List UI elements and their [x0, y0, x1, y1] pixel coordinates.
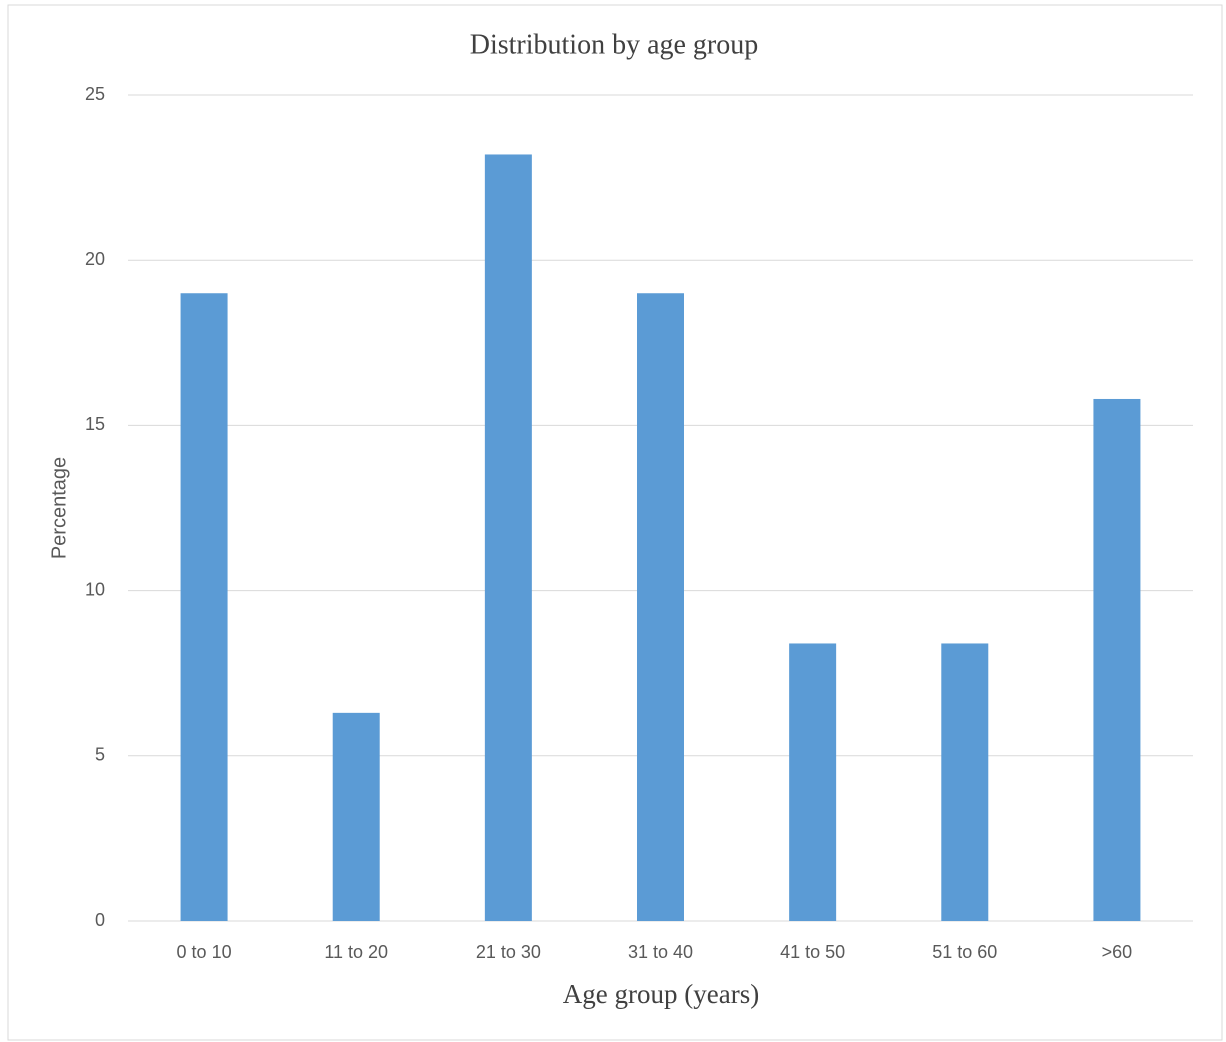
x-tick-label: 31 to 40 [628, 942, 693, 962]
bar [180, 293, 228, 921]
y-tick-label: 20 [85, 249, 105, 269]
chart-title: Distribution by age group [470, 29, 759, 60]
y-tick-label: 5 [95, 745, 105, 765]
y-tick-label: 15 [85, 414, 105, 434]
bar [789, 643, 837, 921]
x-tick-label: >60 [1102, 942, 1133, 962]
y-axis-label: Percentage [48, 457, 70, 559]
bar [941, 643, 989, 921]
y-tick-label: 25 [85, 84, 105, 104]
x-tick-label: 21 to 30 [476, 942, 541, 962]
y-tick-label: 0 [95, 910, 105, 930]
bar [332, 712, 380, 921]
x-tick-label: 51 to 60 [932, 942, 997, 962]
x-tick-label: 11 to 20 [324, 942, 388, 962]
bar [637, 293, 684, 921]
bar [1093, 398, 1141, 921]
y-tick-label: 10 [85, 579, 105, 599]
x-tick-label: 0 to 10 [177, 942, 232, 962]
bar [484, 154, 532, 922]
x-tick-label: 41 to 50 [780, 942, 845, 962]
x-axis-label: Age group (years) [563, 979, 759, 1009]
